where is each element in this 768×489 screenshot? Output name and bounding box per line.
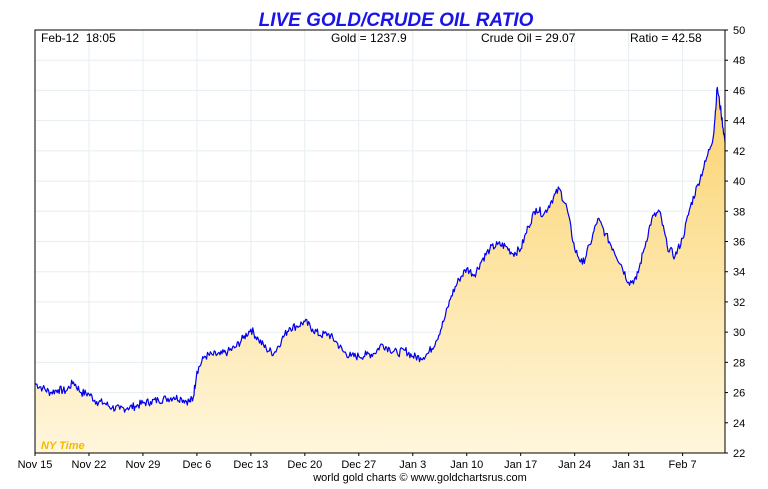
ratio-line [34,86,726,413]
x-tick-label-12: Feb 7 [669,459,697,471]
header-gold-price: Gold = 1237.9 [331,31,407,45]
y-tick-label-6: 34 [733,267,745,279]
chart-title: LIVE GOLD/CRUDE OIL RATIO [259,10,534,31]
x-tick-label-5: Dec 20 [287,459,322,471]
y-tick-label-14: 50 [733,25,745,37]
header-crude-price: Crude Oil = 29.07 [481,31,576,45]
timezone-label: NY Time [41,440,85,452]
header-timestamp: Feb-12 18:05 [41,31,116,45]
x-tick-label-9: Jan 17 [504,459,537,471]
x-tick-label-10: Jan 24 [558,459,591,471]
x-axis: Nov 15 Nov 22 Nov 29 Dec 6 Dec 13 Dec 20 Dec 2… [18,453,697,471]
x-tick-label-0: Nov 15 [18,459,53,471]
y-tick-label-10: 42 [733,146,745,158]
y-axis: 22 24 26 28 30 32 34 36 38 40 42 44 46 48 50 [725,25,745,460]
y-tick-label-2: 26 [733,388,745,400]
header-ratio-value: Ratio = 42.58 [630,31,702,45]
y-tick-label-1: 24 [733,418,745,430]
y-tick-label-0: 22 [733,448,745,460]
x-tick-label-6: Dec 27 [341,459,376,471]
x-tick-label-3: Dec 6 [183,459,212,471]
y-tick-label-11: 44 [733,116,745,128]
y-tick-label-5: 32 [733,297,745,309]
y-tick-label-13: 48 [733,55,745,67]
y-tick-label-8: 38 [733,206,745,218]
y-tick-label-12: 46 [733,85,745,97]
x-tick-label-8: Jan 10 [450,459,483,471]
y-tick-label-7: 36 [733,237,745,249]
y-tick-label-3: 28 [733,357,745,369]
x-tick-label-4: Dec 13 [233,459,268,471]
x-tick-label-2: Nov 29 [126,459,161,471]
y-tick-label-4: 30 [733,327,745,339]
x-tick-label-11: Jan 31 [612,459,645,471]
x-tick-label-7: Jan 3 [399,459,426,471]
y-tick-label-9: 40 [733,176,745,188]
x-tick-label-1: Nov 22 [72,459,107,471]
ratio-area [35,87,725,454]
footer-credit: world gold charts © www.goldchartsrus.co… [312,472,527,484]
